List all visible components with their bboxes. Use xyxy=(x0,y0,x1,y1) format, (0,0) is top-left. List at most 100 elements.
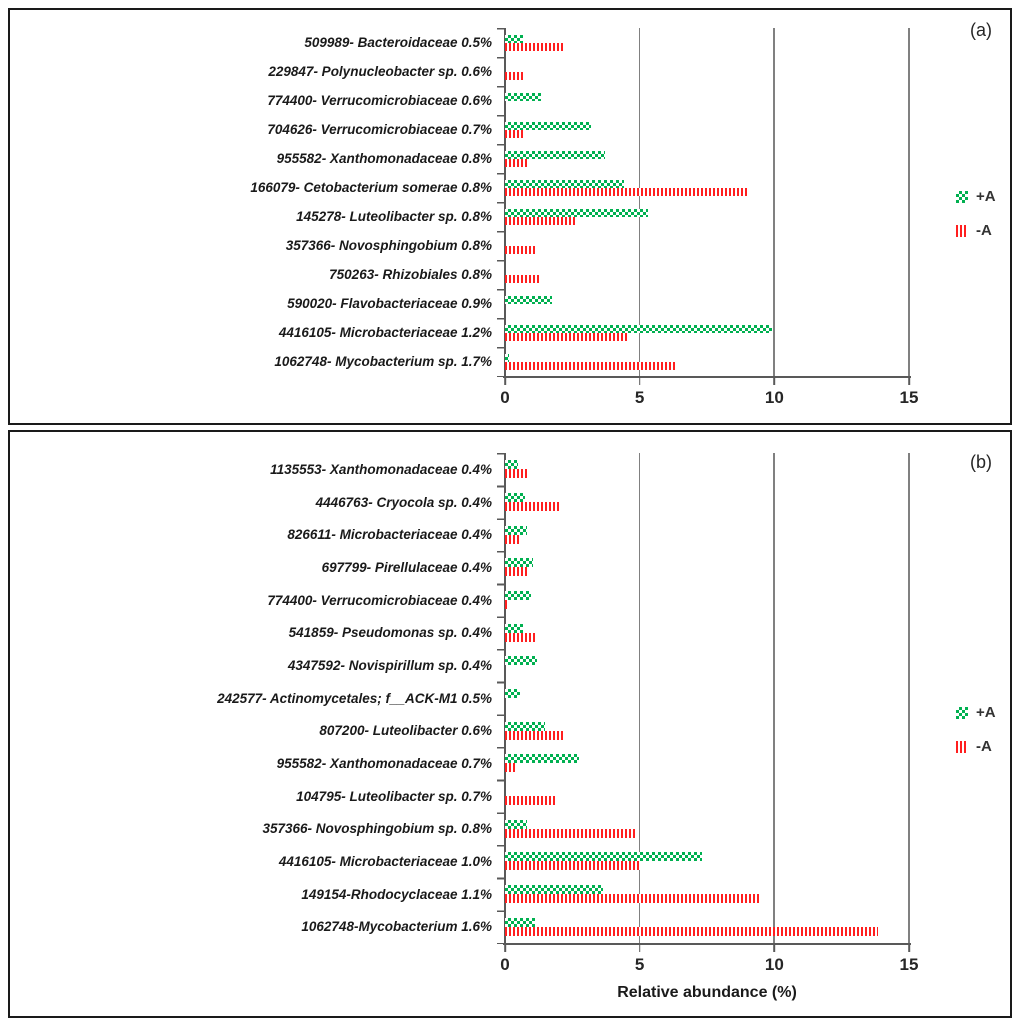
bar-group xyxy=(505,518,909,551)
bar-group xyxy=(505,173,909,202)
bar-minus-a xyxy=(505,361,675,370)
bar-plus-a xyxy=(505,525,527,535)
bar-minus-a xyxy=(505,600,510,610)
category-label: 149154-Rhodocyclaceae 1.1% xyxy=(301,886,492,902)
bar-minus-a xyxy=(505,763,518,773)
bar-plus-a xyxy=(505,92,542,101)
category-label: 229847- Polynucleobacter sp. 0.6% xyxy=(268,64,492,79)
bar-group xyxy=(505,812,909,845)
bar-group xyxy=(505,878,909,911)
category-row: 774400- Verrucomicrobiaceae 0.4% xyxy=(10,584,909,617)
minus-a-swatch-icon xyxy=(956,740,968,753)
bar-group xyxy=(505,616,909,649)
bar-plus-a xyxy=(505,208,648,217)
bar-group xyxy=(505,86,909,115)
bar-plus-a xyxy=(505,121,592,130)
x-axis xyxy=(503,376,911,378)
bar-minus-a xyxy=(505,730,565,740)
category-row: 229847- Polynucleobacter sp. 0.6% xyxy=(10,57,909,86)
legend: +A -A xyxy=(956,188,1014,256)
y-axis xyxy=(504,28,506,376)
bar-plus-a xyxy=(505,179,624,188)
category-label: 357366- Novosphingobium sp. 0.8% xyxy=(262,821,492,837)
category-label: 955582- Xanthomonadaceae 0.8% xyxy=(276,151,492,166)
category-row: 774400- Verrucomicrobiaceae 0.6% xyxy=(10,86,909,115)
category-row: 104795- Luteolibacter sp. 0.7% xyxy=(10,780,909,813)
x-tick-marks xyxy=(504,378,910,385)
bar-group xyxy=(505,202,909,231)
category-row: 590020- Flavobacteriaceae 0.9% xyxy=(10,289,909,318)
bar-minus-a xyxy=(505,567,530,577)
gridline-5 xyxy=(638,453,641,943)
category-label: 4347592- Novispirillum sp. 0.4% xyxy=(287,657,492,673)
category-row: 1062748- Mycobacterium sp. 1.7% xyxy=(10,347,909,376)
minus-a-swatch-icon xyxy=(956,224,968,237)
bar-plus-a xyxy=(505,558,534,568)
x-tick-label: 0 xyxy=(500,955,510,974)
category-row: 357366- Novosphingobium sp. 0.8% xyxy=(10,812,909,845)
category-label: 807200- Luteolibacter 0.6% xyxy=(319,723,492,739)
legend-label: +A xyxy=(976,704,996,721)
gridline-15 xyxy=(908,28,910,376)
category-label: 357366- Novosphingobium 0.8% xyxy=(285,238,492,253)
bar-minus-a xyxy=(505,332,629,341)
bar-group xyxy=(505,486,909,519)
category-label: 242577- Actinomycetales; f__ACK-M1 0.5% xyxy=(217,690,492,706)
category-label: 4446763- Cryocola sp. 0.4% xyxy=(315,494,492,510)
bar-plus-a xyxy=(505,852,702,862)
bar-group xyxy=(505,260,909,289)
bar-minus-a xyxy=(505,828,636,838)
x-tick-label: 5 xyxy=(634,388,645,407)
category-label: 145278- Luteolibacter sp. 0.8% xyxy=(296,209,492,224)
x-tick-mark xyxy=(908,945,910,952)
category-label: 104795- Luteolibacter sp. 0.7% xyxy=(296,788,492,804)
x-tick-label: 0 xyxy=(500,388,510,407)
x-tick-labels: 0 5 10 15 xyxy=(500,955,918,977)
x-tick-mark xyxy=(908,378,910,385)
bar-plus-a xyxy=(505,721,546,731)
x-tick-mark xyxy=(638,378,641,385)
category-row: 704626- Verrucomicrobiaceae 0.7% xyxy=(10,115,909,144)
bar-minus-a xyxy=(505,187,748,196)
bar-plus-a xyxy=(505,623,523,633)
legend-label: -A xyxy=(976,222,992,239)
bar-group xyxy=(505,910,909,943)
x-tick-label: 10 xyxy=(764,955,784,974)
category-label: 4416105- Microbacteriaceae 1.2% xyxy=(278,325,492,340)
category-label: 1062748-Mycobacterium 1.6% xyxy=(301,919,492,935)
bar-minus-a xyxy=(505,861,640,871)
category-row: 242577- Actinomycetales; f__ACK-M1 0.5% xyxy=(10,682,909,715)
category-row: 955582- Xanthomonadaceae 0.7% xyxy=(10,747,909,780)
category-label: 541859- Pseudomonas sp. 0.4% xyxy=(288,625,492,641)
bar-minus-a xyxy=(505,216,576,225)
bar-plus-a xyxy=(505,34,523,43)
bar-group xyxy=(505,845,909,878)
category-row: 750263- Rhizobiales 0.8% xyxy=(10,260,909,289)
panel-a-plot-area xyxy=(497,28,910,377)
panel-a-label: (a) xyxy=(970,20,992,40)
category-label: 509989- Bacteroidaceae 0.5% xyxy=(304,35,492,50)
category-label: 774400- Verrucomicrobiaceae 0.6% xyxy=(267,93,492,108)
bar-group xyxy=(505,453,909,486)
bar-minus-a xyxy=(505,632,538,642)
legend-label: -A xyxy=(976,738,992,755)
bar-group xyxy=(505,747,909,780)
x-tick-label: 15 xyxy=(899,955,919,974)
category-row: 4416105- Microbacteriaceae 1.0% xyxy=(10,845,909,878)
x-axis xyxy=(503,943,911,945)
category-row: 149154-Rhodocyclaceae 1.1% xyxy=(10,878,909,911)
category-row: 697799- Pirellulaceae 0.4% xyxy=(10,551,909,584)
bar-plus-a xyxy=(505,917,535,927)
category-row: 4416105- Microbacteriaceae 1.2% xyxy=(10,318,909,347)
bar-minus-a xyxy=(505,502,559,511)
category-label: 704626- Verrucomicrobiaceae 0.7% xyxy=(267,122,492,137)
category-row: 1135553- Xanthomonadaceae 0.4% xyxy=(10,453,909,486)
gridline-5 xyxy=(638,28,641,376)
category-row: 826611- Microbacteriaceae 0.4% xyxy=(10,518,909,551)
bar-plus-a xyxy=(505,591,531,601)
category-row: 145278- Luteolibacter sp. 0.8% xyxy=(10,202,909,231)
bar-group xyxy=(505,115,909,144)
category-row: 4446763- Cryocola sp. 0.4% xyxy=(10,486,909,519)
panel-a: (a) 509989- Bacteroidaceae 0.5% 229847- P… xyxy=(8,8,1012,425)
bar-plus-a xyxy=(505,460,519,470)
